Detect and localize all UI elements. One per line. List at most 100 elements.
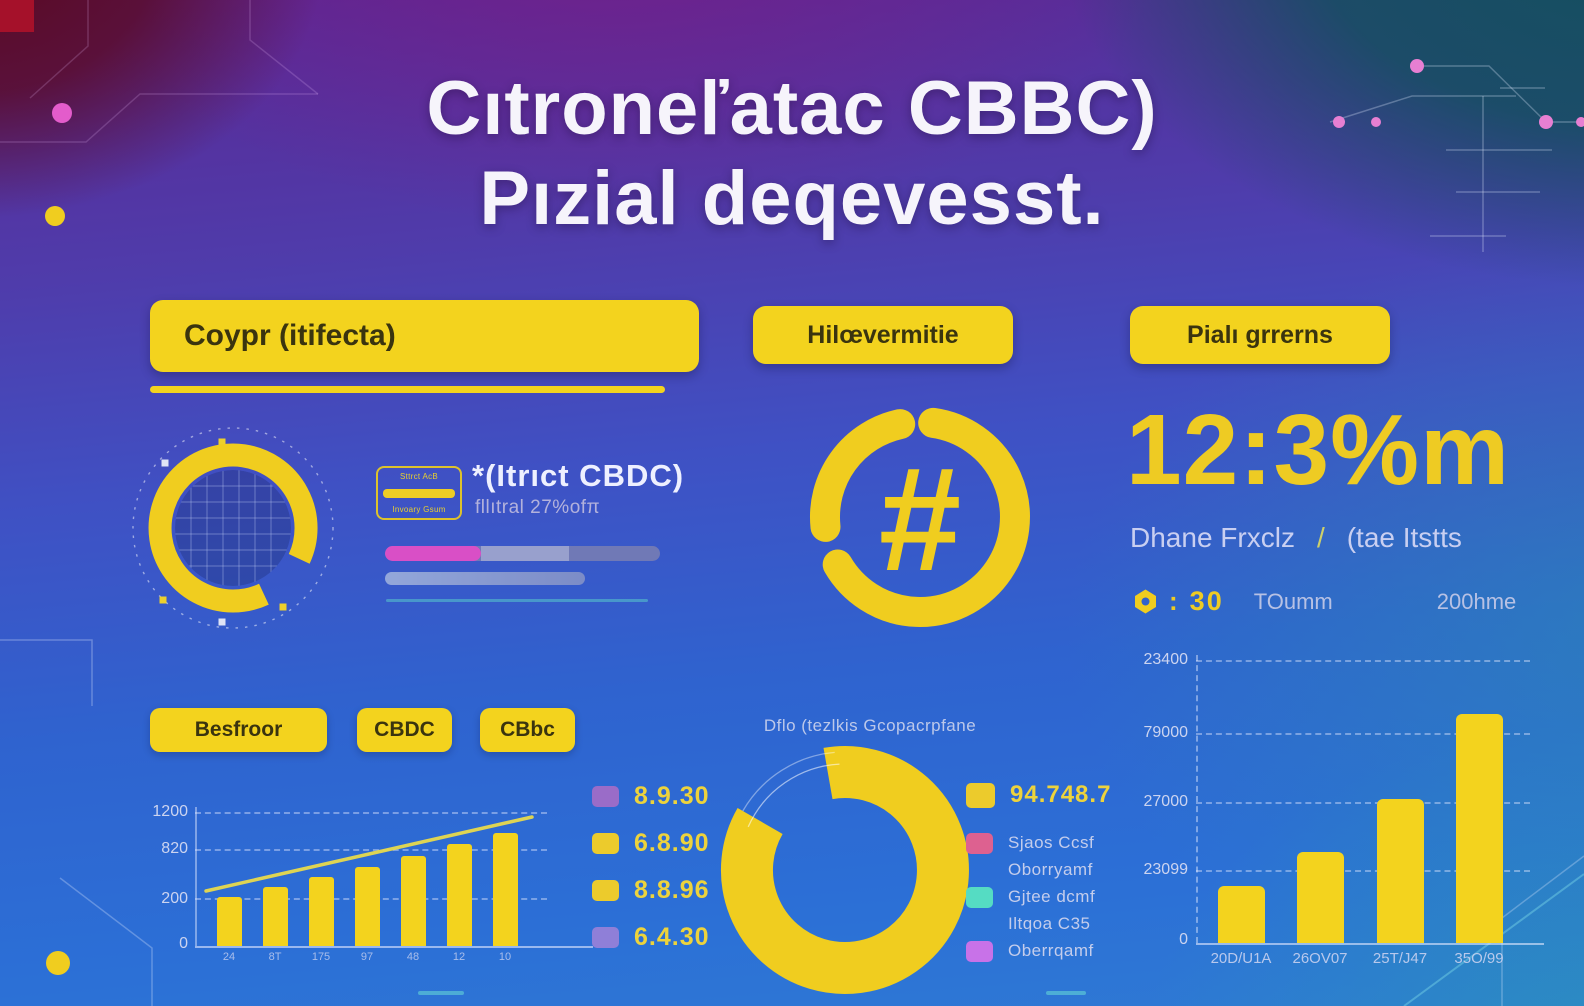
- y-axis-line: [195, 807, 197, 946]
- subtitle-right: (tae Itstts: [1346, 522, 1462, 553]
- x-tick-label: 48: [406, 951, 420, 963]
- banner-label: Pialı grrerns: [1187, 320, 1333, 349]
- y-tick-label: 0: [1179, 931, 1188, 948]
- legend-swatch-spacer: [966, 860, 993, 881]
- y-tick-label: 820: [161, 840, 188, 857]
- x-tick-label: 10: [498, 951, 512, 963]
- legend-label: 6.8.90: [634, 828, 710, 857]
- legend-label: 94.748.7: [1010, 781, 1112, 808]
- y-tick-label: 23400: [1143, 651, 1189, 668]
- pill-label: Besfroor: [194, 718, 283, 741]
- donut-legend-left: 8.9.30 6.8.90 8.8.96 6.4.30: [592, 782, 710, 970]
- progress-fill-mid: [481, 546, 570, 561]
- headline-subtitle: Dhane Frxclz / (tae Itstts: [1130, 522, 1462, 554]
- hash-symbol: #: [879, 437, 961, 602]
- bars-container: 24 8T 175 97 48 12 10: [150, 795, 560, 991]
- headline-stat: 12:3%m: [1126, 394, 1510, 506]
- growth-bar-chart: 1200 820 200 0 24 8T 175 97 48 12 10: [150, 795, 593, 991]
- legend-item: Iltqoa C35: [966, 911, 1111, 937]
- legend-item: Oberrqamf: [966, 938, 1111, 964]
- badge-top-text: Sttrct AcB: [399, 472, 439, 481]
- bars-container: 20D/U1A 26OV07 25T/J47 35O/99: [1120, 650, 1560, 968]
- hexagon-icon: [1135, 589, 1156, 614]
- meta-label-b: 200hme: [1436, 588, 1517, 614]
- pill-label: CBbc: [500, 718, 555, 741]
- y-tick-label: 1200: [152, 803, 188, 820]
- legend-label: Sjaos Ccsf: [1008, 833, 1095, 852]
- badge-bottom-text: Invoary Gsum: [392, 505, 446, 514]
- main-title-line1: Cıtroneľatac CBBC): [426, 66, 1158, 151]
- legend-item: 6.4.30: [592, 923, 710, 951]
- gridline: [1196, 733, 1530, 735]
- credential-badge: Sttrct AcB Invoary Gsum: [376, 466, 462, 520]
- legend-swatch-spacer: [966, 914, 993, 935]
- pill-button-besfroor[interactable]: Besfroor: [150, 708, 327, 752]
- main-title: Cıtroneľatac CBBC) Pızial deqevesst.: [0, 64, 1584, 244]
- gridline: [195, 812, 547, 814]
- legend-label: 6.4.30: [634, 922, 710, 951]
- gridline: [195, 849, 547, 851]
- teal-divider-line: [386, 599, 648, 602]
- trend-line: [204, 815, 534, 893]
- volume-bar: [1218, 886, 1265, 943]
- y-axis-line: [1196, 655, 1198, 943]
- x-tick-label: 24: [222, 951, 236, 963]
- gridline: [1196, 870, 1530, 872]
- y-tick-label: 0: [179, 935, 188, 952]
- main-title-line2: Pızial deqevesst.: [479, 156, 1105, 241]
- y-tick-label: 79000: [1143, 724, 1189, 741]
- progress-bar-secondary: [385, 572, 585, 585]
- legend-item: Sjaos Ccsf: [966, 830, 1111, 856]
- hash-ring-icon: #: [810, 407, 1030, 627]
- legend-item: Oborryamf: [966, 857, 1111, 883]
- section-banner-left[interactable]: Coypr (itifecta): [150, 300, 699, 372]
- banner-underline: [150, 386, 665, 393]
- pill-button-cbdc[interactable]: CBDC: [357, 708, 452, 752]
- legend-swatch: [966, 940, 993, 962]
- pill-label: CBDC: [374, 718, 435, 741]
- x-axis-line: [195, 946, 593, 948]
- growth-bar: [355, 867, 380, 946]
- section-banner-right[interactable]: Pialı grrerns: [1130, 306, 1390, 364]
- x-tick-label: 20D/U1A: [1210, 950, 1272, 967]
- donut-chart-title: Dflo (tezlkis Gcopacrpfane: [763, 716, 977, 735]
- legend-swatch: [966, 832, 993, 854]
- growth-bar: [217, 897, 242, 946]
- legend-label: Oberrqamf: [1008, 941, 1094, 960]
- banner-label: Coypr (itifecta): [184, 319, 396, 352]
- banner-label: Hilœvermitie: [807, 320, 959, 349]
- meta-value: 30: [1189, 586, 1224, 616]
- x-tick-label: 97: [360, 951, 374, 963]
- x-tick-label: 12: [452, 951, 466, 963]
- legend-label: 8.9.30: [634, 781, 710, 810]
- progress-fill-pink: [385, 546, 482, 561]
- stat-card-subtitle: fllıtral 27%ofπ: [475, 497, 601, 518]
- legend-swatch: [592, 832, 619, 854]
- x-tick-label: 25T/J47: [1372, 950, 1428, 967]
- volume-bar: [1297, 852, 1344, 943]
- legend-swatch: [592, 879, 619, 901]
- share-donut-chart: [720, 746, 969, 995]
- legend-swatch: [966, 782, 995, 808]
- legend-item: 94.748.7: [966, 780, 1111, 810]
- volume-bar: [1377, 799, 1424, 943]
- growth-bar: [309, 877, 334, 946]
- x-axis-line: [1196, 943, 1544, 945]
- y-tick-label: 200: [161, 890, 188, 907]
- legend-item: 6.8.90: [592, 829, 710, 857]
- meta-row: : 30 TOumm 200hme: [1132, 586, 1516, 617]
- subtitle-left: Dhane Frxclz: [1130, 522, 1295, 553]
- y-tick-label: 27000: [1143, 793, 1189, 810]
- meta-colon: :: [1169, 586, 1178, 616]
- legend-label: Gjtee dcmf: [1008, 887, 1096, 906]
- legend-label: 8.8.96: [634, 875, 710, 904]
- stat-card-title: *(Itrıct CBDC): [472, 458, 685, 493]
- x-tick-label: 26OV07: [1292, 950, 1348, 967]
- legend-item: 8.8.96: [592, 876, 710, 904]
- legend-item: Gjtee dcmf: [966, 884, 1111, 910]
- pill-button-cbbc[interactable]: CBbc: [480, 708, 575, 752]
- meta-label-a: TOumm: [1253, 588, 1333, 614]
- growth-bar: [401, 856, 426, 946]
- section-banner-middle[interactable]: Hilœvermitie: [753, 306, 1013, 364]
